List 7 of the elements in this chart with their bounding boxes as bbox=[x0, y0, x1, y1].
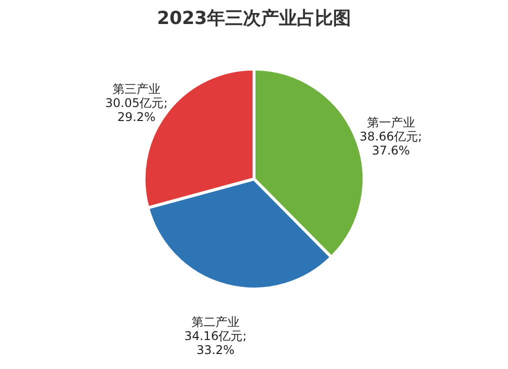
data-label: 30.05亿元; 29.2% bbox=[105, 96, 168, 124]
slice-label: 第三产业 bbox=[112, 82, 160, 96]
data-label: 34.16亿元; 33.2% bbox=[184, 328, 247, 357]
slice-label: 第一产业 bbox=[366, 116, 415, 130]
data-label: 38.66亿元; 37.6% bbox=[360, 130, 422, 158]
chart-title: 2023年三次产业占比图 bbox=[156, 8, 352, 29]
slice-label: 第二产业 bbox=[192, 314, 240, 329]
